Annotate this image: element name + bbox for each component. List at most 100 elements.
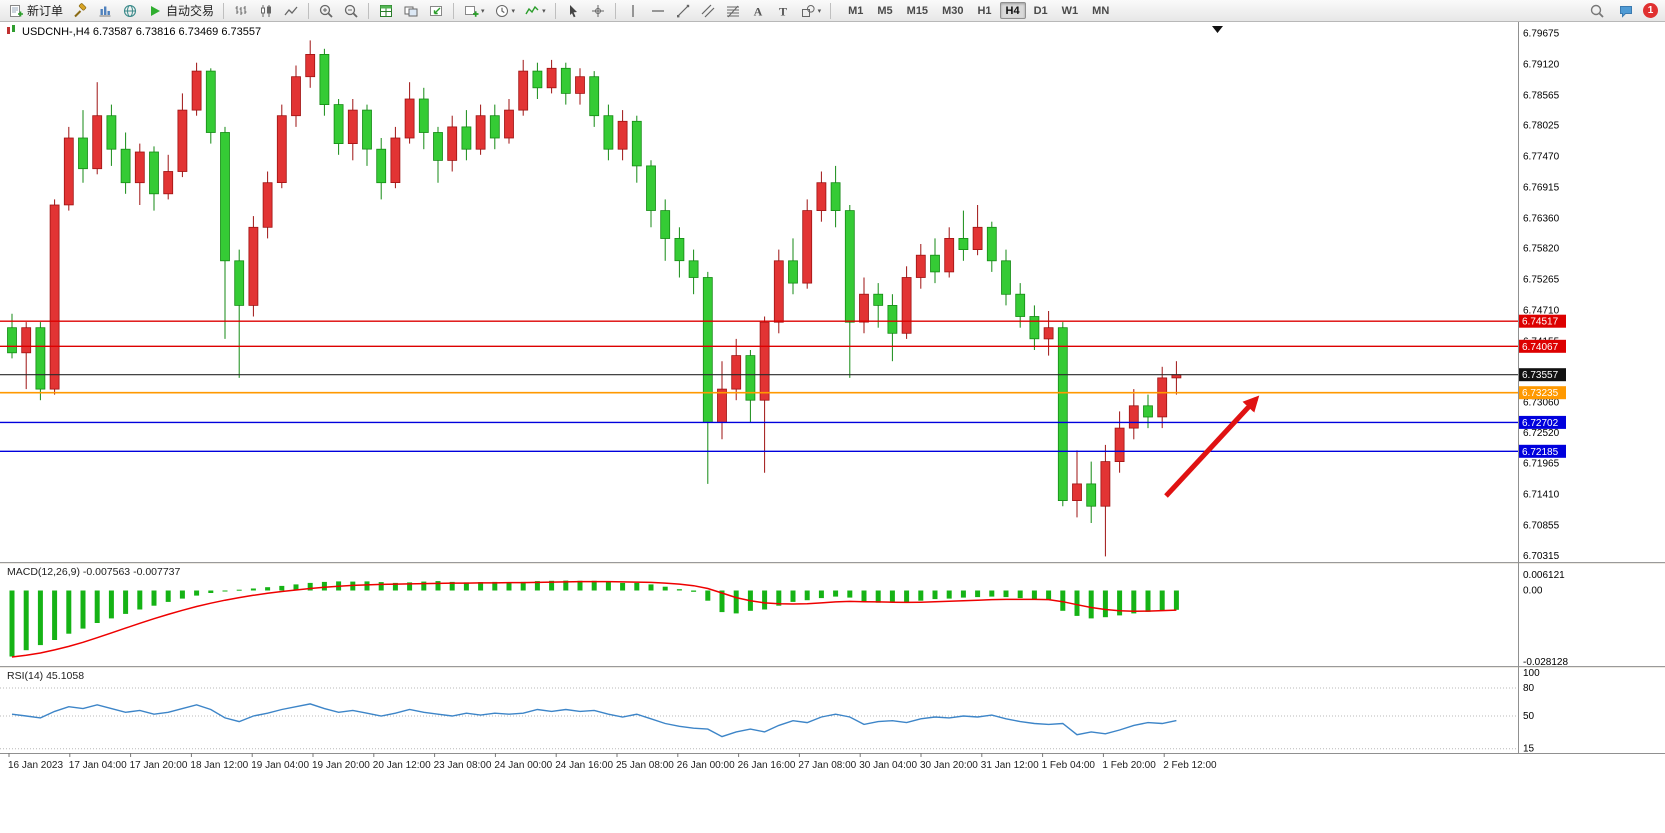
price-axis-label: 6.71410 [1523, 490, 1560, 501]
price-badge [1519, 314, 1566, 328]
zoom-out-icon [343, 3, 359, 19]
macd-axis-label: 0.00 [1523, 586, 1543, 597]
toolbar-separator [368, 2, 370, 19]
price-badge-label: 6.73235 [1522, 388, 1559, 399]
line-chart-button[interactable] [279, 1, 303, 20]
candle-body [177, 109, 188, 172]
macd-histogram-bar [648, 584, 654, 591]
fibonacci-tool-button[interactable] [721, 1, 745, 20]
chart-title: USDCNH-,H4 6.73587 6.73816 6.73469 6.735… [22, 26, 261, 38]
rsi-panel: RSI(14) 45.1058 100 80 50 15 [0, 668, 1540, 755]
tile-windows-button[interactable] [399, 1, 423, 20]
candle-body [702, 277, 713, 423]
macd-histogram-bar [279, 585, 285, 591]
horizontal-line-tool-button[interactable] [646, 1, 670, 20]
svg-text:A: A [753, 4, 762, 18]
price-badge [1519, 386, 1566, 400]
shapes-tool-icon [800, 3, 816, 19]
macd-histogram-bar [179, 590, 185, 599]
macd-histogram-bar [776, 590, 782, 606]
bar-chart-button[interactable] [229, 1, 253, 20]
channel-tool-button[interactable] [696, 1, 720, 20]
timeframe-mn-button[interactable]: MN [1086, 2, 1115, 19]
timeframes-menu-button[interactable]: ▾ [490, 1, 520, 20]
macd-histogram-bar [250, 588, 256, 591]
dropdown-caret-icon: ▾ [817, 7, 822, 15]
price-badge-label: 6.74067 [1522, 342, 1559, 353]
macd-histogram-bar [1159, 590, 1165, 611]
trend-arrow-annotation[interactable] [1164, 395, 1260, 498]
candle-body [1100, 461, 1111, 507]
candle-body [1114, 427, 1125, 463]
timeframe-m1-button[interactable]: M1 [842, 2, 869, 19]
indicators-button[interactable]: ▾ [520, 1, 550, 20]
chat-button[interactable] [1614, 1, 1638, 20]
panel-separator[interactable] [0, 562, 1665, 565]
macd-histogram-bar [847, 590, 853, 598]
time-axis-label: 30 Jan 04:00 [859, 760, 917, 771]
chart-shift-button[interactable] [424, 1, 448, 20]
candle-body [291, 76, 301, 117]
channel-tool-icon [700, 3, 716, 19]
macd-histogram-bar [1131, 590, 1137, 614]
candle-body [163, 171, 174, 195]
macd-histogram-bar [1117, 590, 1123, 616]
zoom-out-button[interactable] [339, 1, 363, 20]
label-tool-button[interactable]: T [771, 1, 795, 20]
candle-body [1001, 260, 1011, 295]
new-chart-button[interactable]: ▾ [459, 1, 489, 20]
vertical-line-tool-button[interactable] [621, 1, 645, 20]
timeframe-h1-button[interactable]: H1 [971, 2, 997, 19]
price-axis-label: 6.76360 [1523, 214, 1560, 225]
price-axis-label: 6.71965 [1523, 459, 1560, 470]
candle-body [92, 115, 103, 170]
timeframe-m15-button[interactable]: M15 [901, 2, 934, 19]
new-order-button[interactable]: 新订单 [4, 1, 67, 20]
candle-body [305, 54, 316, 78]
chart-canvas[interactable]: 6.79675 6.79120 6.78565 6.78025 6.77470 6.769… [0, 22, 1665, 833]
timeframe-w1-button[interactable]: W1 [1056, 2, 1085, 19]
macd-histogram-bar [194, 590, 200, 596]
candle-body [333, 104, 344, 144]
time-axis-label: 1 Feb 20:00 [1102, 760, 1156, 771]
timeframe-h4-button[interactable]: H4 [999, 2, 1026, 19]
cursor-tool-button[interactable] [561, 1, 585, 20]
chart-plot-area[interactable] [0, 22, 1518, 562]
macd-histogram-bar [364, 581, 370, 591]
chart-title-icon [7, 27, 10, 34]
macd-histogram-bar [705, 590, 711, 601]
macd-histogram-bar [123, 590, 129, 614]
panel-separator[interactable] [0, 666, 1665, 669]
search-button[interactable] [1585, 1, 1609, 20]
shapes-tool-button[interactable]: ▾ [796, 1, 826, 20]
auto-trading-button[interactable]: 自动交易 [143, 1, 218, 20]
macd-panel: MACD(12,26,9) -0.007563 -0.007737 0.00612… [7, 566, 1568, 668]
timeframe-m30-button[interactable]: M30 [936, 2, 969, 19]
data-window-button[interactable] [118, 1, 142, 20]
macd-histogram-bar [861, 590, 867, 602]
trendline-tool-button[interactable] [671, 1, 695, 20]
candle-body [1128, 405, 1139, 429]
candlestick-chart-button[interactable] [254, 1, 278, 20]
macd-histogram-bar [1046, 590, 1052, 600]
market-watch-grid-button[interactable] [374, 1, 398, 20]
trade-tools-button[interactable] [68, 1, 92, 20]
timeframe-d1-button[interactable]: D1 [1028, 2, 1054, 19]
cursor-tool-icon [565, 3, 581, 19]
candle-body [915, 254, 926, 278]
zoom-in-button[interactable] [314, 1, 338, 20]
macd-histogram-bar [492, 581, 498, 591]
macd-label: MACD(12,26,9) -0.007563 -0.007737 [7, 566, 181, 578]
market-watch-button[interactable] [93, 1, 117, 20]
line-chart-icon [283, 3, 299, 19]
notification-badge[interactable]: 1 [1643, 3, 1658, 18]
macd-histogram-bar [620, 582, 626, 591]
candle-body [461, 126, 472, 150]
text-tool-button[interactable]: A [746, 1, 770, 20]
chart-quick-nav-arrow[interactable] [1212, 26, 1223, 33]
candle-body [802, 210, 813, 284]
timeframe-m5-button[interactable]: M5 [871, 2, 898, 19]
crosshair-tool-button[interactable] [586, 1, 610, 20]
price-axis-label: 6.79120 [1523, 60, 1560, 71]
candle-body [958, 237, 969, 250]
